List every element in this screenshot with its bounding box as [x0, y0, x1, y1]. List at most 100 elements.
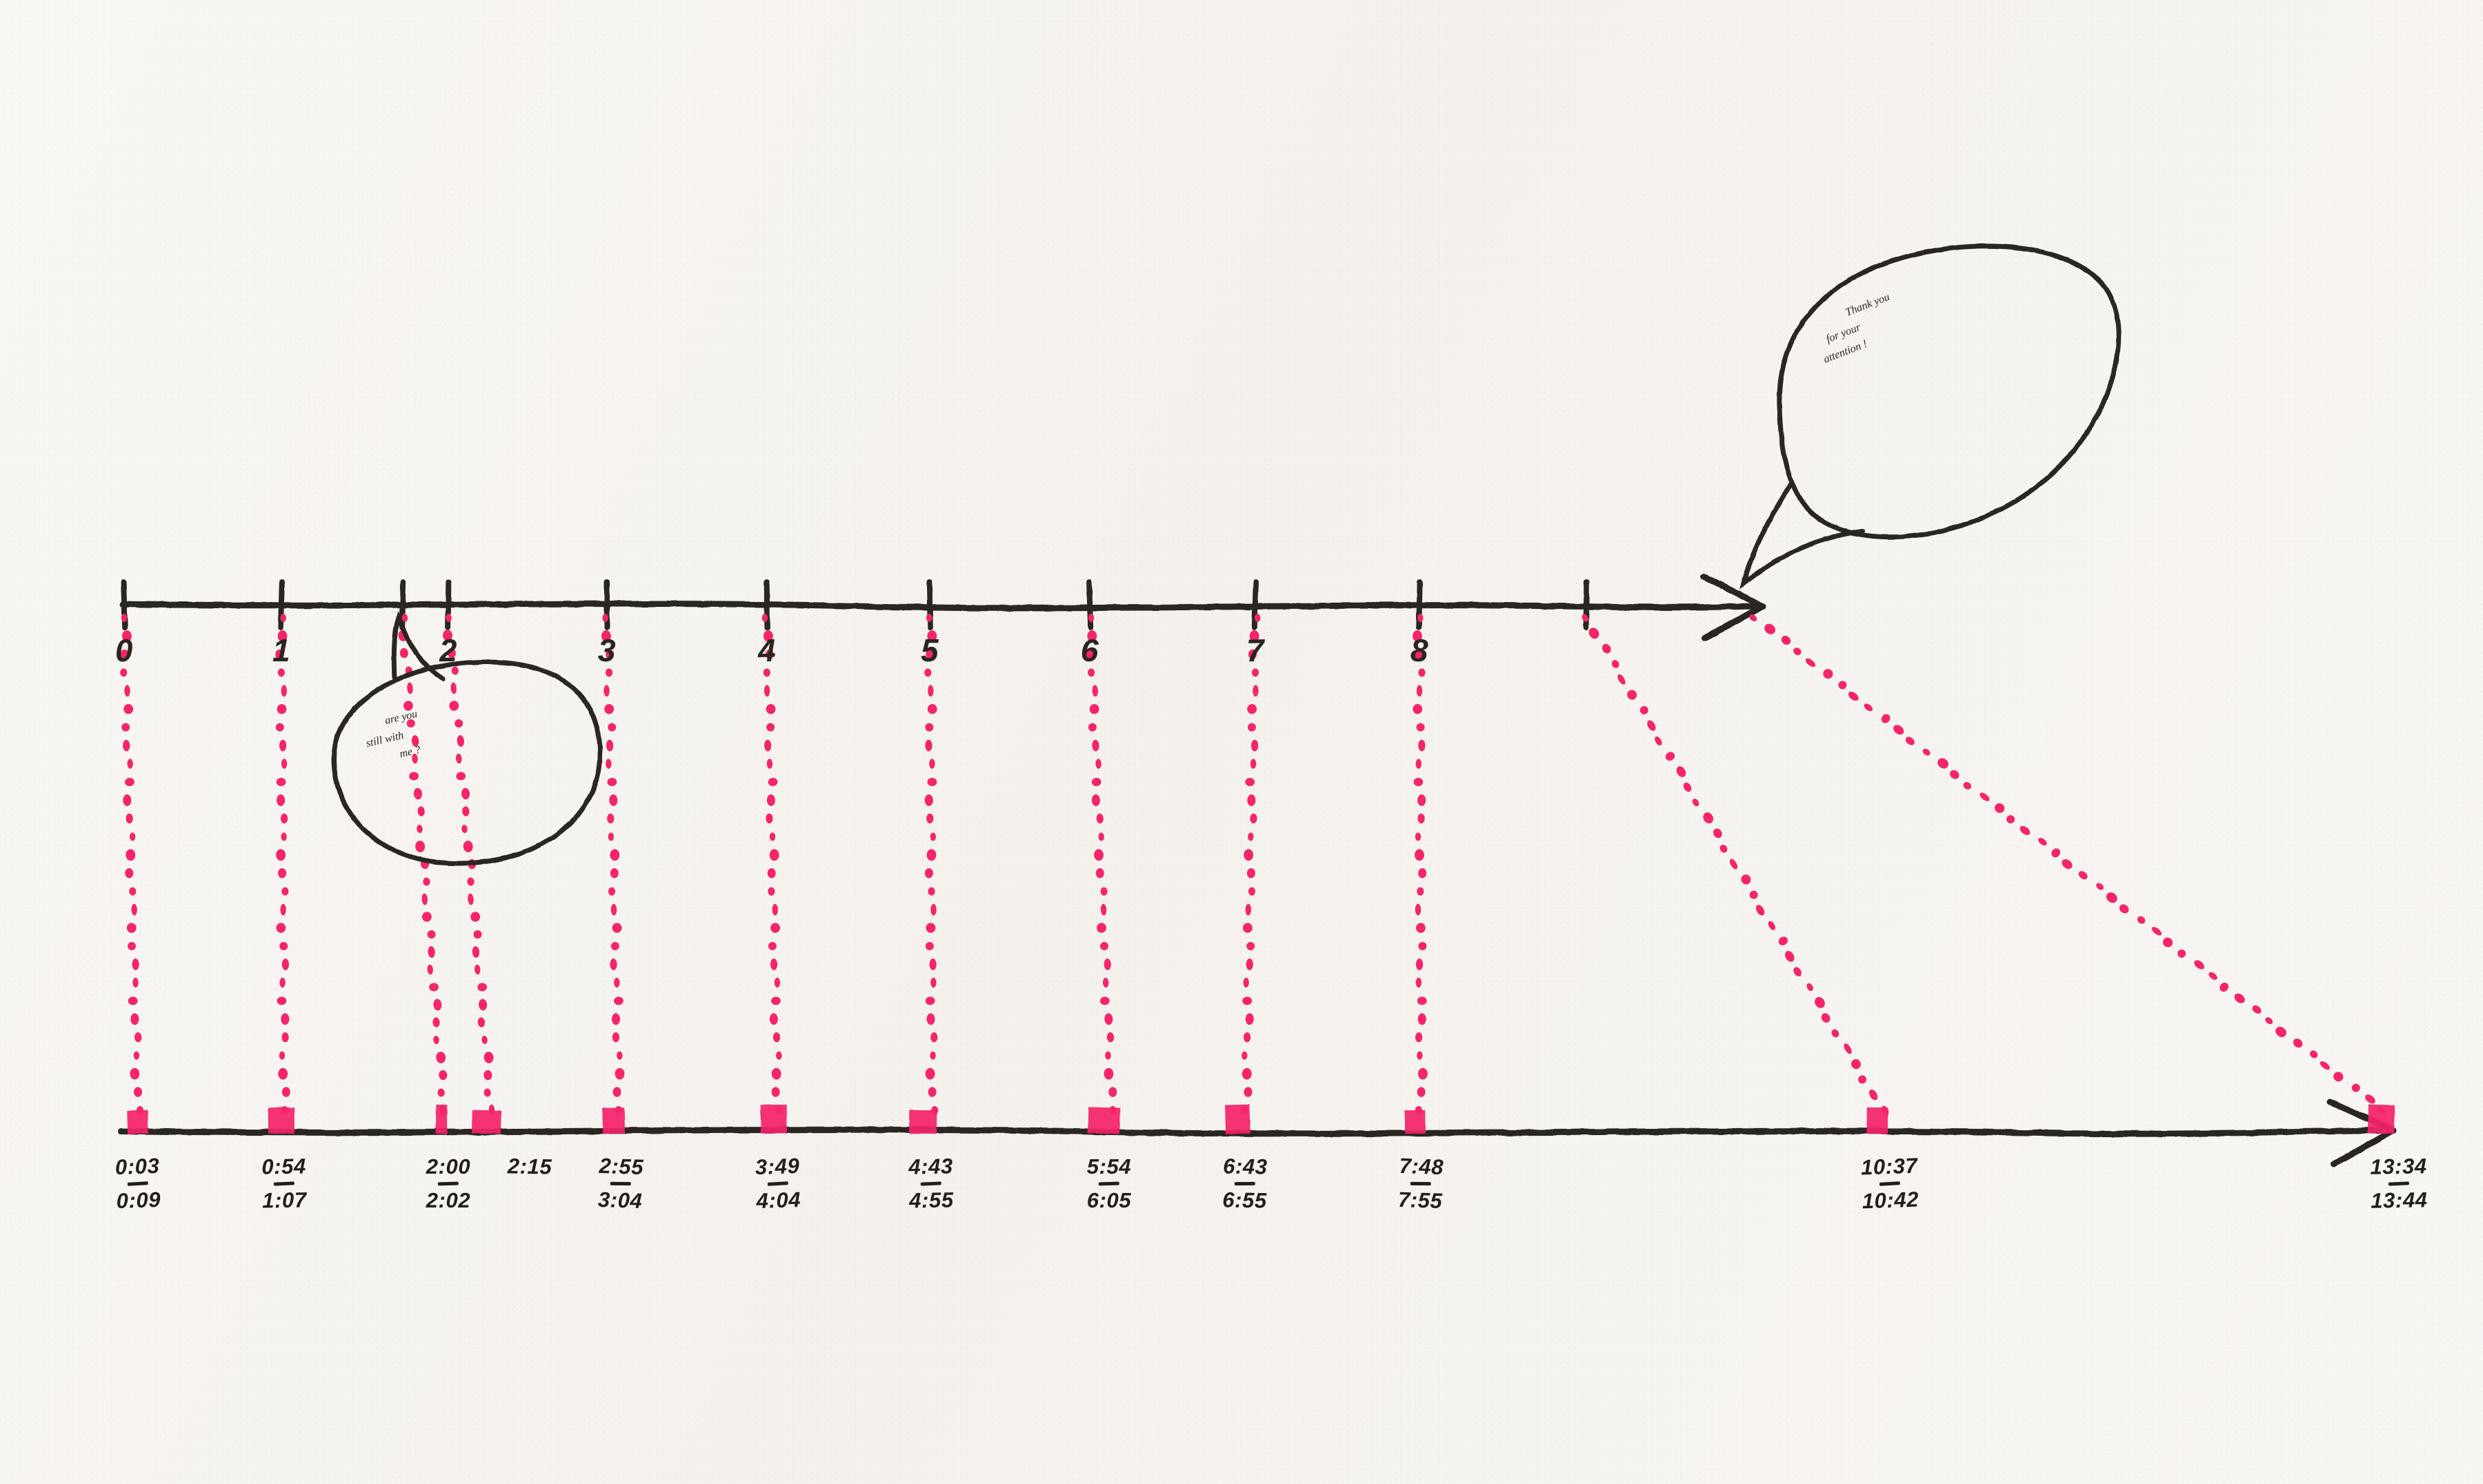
connector-dot: [1602, 643, 1611, 654]
connector-dot: [608, 832, 615, 841]
connector-dot: [483, 1052, 494, 1063]
connector-dot: [280, 903, 286, 916]
connector-dot: [136, 1106, 144, 1114]
connector-dot: [1882, 1105, 1889, 1115]
connector-dot: [483, 1088, 491, 1097]
connector-dot: [2020, 825, 2031, 835]
connector-dot: [123, 794, 132, 806]
actual-end-time: 7:55: [1397, 1187, 1443, 1213]
connector-dot: [277, 996, 287, 1005]
connector-dot: [1245, 903, 1251, 916]
actual-time-label: 13:34 13:44: [2370, 1154, 2428, 1212]
connector-dot: [2293, 1039, 2303, 1048]
actual-end-time: 3:04: [597, 1187, 643, 1213]
connector-dot: [281, 832, 287, 841]
connector-dot: [1413, 704, 1423, 714]
time-separator-dash: [1879, 1181, 1901, 1186]
top-axis-tick-label: 7: [1246, 632, 1265, 669]
connector-dot: [1647, 720, 1656, 731]
connector-dot: [128, 942, 137, 950]
top-axis-tick-label: 1: [272, 632, 291, 668]
connector-dot: [1246, 942, 1255, 950]
highlight-marker: [471, 1110, 501, 1134]
top-axis-tick-label: 0: [114, 632, 134, 669]
connector-dot: [415, 841, 426, 852]
actual-start-time: 10:37: [1860, 1153, 1918, 1180]
connector-dot: [130, 1013, 139, 1025]
actual-end-time: 4:04: [756, 1187, 801, 1213]
connector-dot: [930, 1051, 936, 1060]
connector-dot: [2177, 949, 2186, 958]
connector-dot: [133, 1087, 142, 1097]
connector-dot: [614, 977, 620, 988]
connector-dot: [1749, 614, 1757, 621]
connector-dot: [276, 923, 286, 933]
connector-dot: [768, 942, 777, 950]
connector-dot: [1415, 923, 1426, 933]
connector-dot: [461, 825, 468, 833]
connector-dot: [443, 630, 452, 641]
top-axis: [119, 573, 1766, 641]
connector-dot: [467, 877, 475, 886]
connector-dot: [1415, 903, 1422, 916]
connector-dot: [401, 614, 408, 622]
connector-dot: [2162, 937, 2173, 947]
connector-dot: [1246, 959, 1253, 970]
actual-start-time: 0:54: [261, 1154, 307, 1179]
connector-dot: [1416, 723, 1425, 732]
connector-dot: [924, 794, 933, 806]
connector-dot: [611, 1013, 620, 1025]
connector-dot: [1241, 1106, 1248, 1114]
connector-dot: [1627, 690, 1637, 700]
actual-start-time: 2:00: [426, 1154, 471, 1179]
connector-dot: [1099, 996, 1110, 1005]
connector-dot: [1418, 739, 1426, 752]
connector-dot: [456, 772, 466, 781]
connector-dot: [610, 903, 617, 916]
connector-dot: [1092, 739, 1099, 752]
connector-dot: [610, 868, 619, 879]
connector-dot: [607, 777, 617, 787]
connector-dot: [280, 614, 286, 622]
connector-dot: [1703, 812, 1714, 824]
connector-dot: [1106, 1032, 1115, 1043]
connector-dot: [412, 753, 418, 764]
connector-dot: [2309, 1050, 2318, 1059]
connector-dot: [1091, 794, 1100, 806]
connector-dot: [1611, 660, 1619, 668]
actual-start-time: 2:55: [599, 1153, 644, 1180]
connector-dot: [761, 614, 768, 622]
actual-start-time: 6:43: [1222, 1154, 1268, 1179]
connector-dot: [1950, 770, 1960, 779]
connector-dot: [1088, 614, 1095, 622]
highlight-marker: [268, 1107, 295, 1134]
connector-dot: [1831, 1029, 1839, 1038]
connector-dot: [436, 1052, 446, 1063]
connector-dot: [2220, 982, 2228, 992]
connector-dot: [1244, 849, 1254, 861]
connector-dot: [2137, 916, 2146, 924]
connector-dot: [608, 723, 617, 732]
connector-dot: [612, 1087, 621, 1097]
connector-dot: [606, 759, 612, 769]
highlight-marker: [1866, 1107, 1888, 1134]
connector-dot: [1248, 832, 1254, 841]
highlight-marker: [127, 1110, 149, 1134]
connector-dot: [928, 887, 935, 896]
connector-dot: [929, 959, 937, 970]
connector-dot: [427, 964, 433, 975]
connector-dot: [2365, 1094, 2375, 1104]
connector-dot: [601, 630, 611, 642]
connector-dot: [1683, 782, 1692, 792]
connector-dot: [488, 1104, 495, 1116]
connector-dot: [123, 704, 134, 714]
connector-dot: [609, 794, 618, 806]
connector-dot: [1108, 1087, 1117, 1097]
connector-dot: [455, 719, 463, 728]
connector-dot: [1719, 844, 1728, 853]
connector-dot: [120, 668, 128, 677]
connector-dot: [772, 1032, 781, 1043]
connector-dot: [1100, 903, 1107, 916]
connector-dot: [924, 668, 932, 677]
connector-dot: [926, 649, 935, 660]
